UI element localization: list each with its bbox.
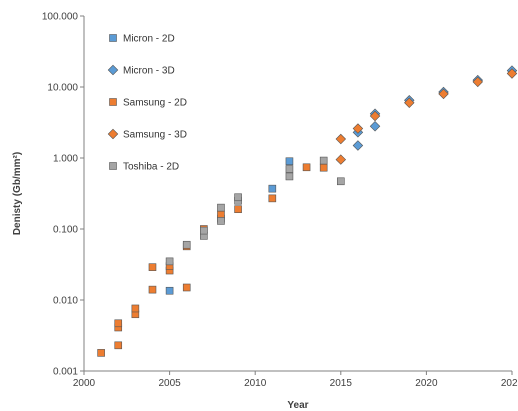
series-4 bbox=[165, 156, 345, 266]
data-point bbox=[302, 163, 311, 172]
data-point bbox=[506, 68, 518, 79]
chart-axes: 0.001 0.010 0.100 1.000 10.000 100.000 2000 200… bbox=[42, 12, 518, 390]
y-tick-label: 10.000 bbox=[47, 83, 78, 94]
data-point bbox=[352, 123, 364, 134]
data-point bbox=[200, 226, 208, 235]
y-tick-label: 1.000 bbox=[53, 154, 78, 165]
data-point bbox=[438, 88, 449, 100]
data-point bbox=[182, 240, 191, 249]
data-point bbox=[165, 286, 174, 295]
data-point bbox=[234, 193, 242, 202]
x-tick-label: 2015 bbox=[330, 378, 353, 389]
data-point bbox=[285, 172, 294, 181]
data-point bbox=[369, 110, 381, 122]
data-point bbox=[268, 194, 277, 203]
series-1 bbox=[352, 65, 518, 151]
data-point bbox=[234, 205, 242, 214]
data-point bbox=[217, 203, 225, 212]
data-point bbox=[217, 217, 225, 225]
legend-marker bbox=[109, 162, 117, 170]
data-point bbox=[182, 283, 191, 292]
y-tick-label: 0.100 bbox=[53, 225, 78, 236]
data-point bbox=[131, 304, 140, 313]
y-tick-label: 0.010 bbox=[53, 296, 78, 307]
data-point bbox=[404, 97, 415, 108]
y-axis-title: Denisty (Gb/mm²) bbox=[12, 152, 23, 235]
legend-marker bbox=[107, 64, 119, 76]
data-point bbox=[472, 76, 483, 88]
data-point bbox=[369, 121, 381, 132]
y-tick-label: 100.000 bbox=[42, 12, 79, 23]
data-point bbox=[335, 154, 347, 165]
series-2 bbox=[97, 163, 328, 357]
legend-marker bbox=[109, 34, 117, 42]
data-point bbox=[268, 184, 277, 193]
x-tick-label: 2000 bbox=[73, 378, 96, 389]
data-point bbox=[319, 156, 328, 165]
data-point bbox=[114, 319, 123, 328]
legend-label: Samsung - 2D bbox=[123, 98, 187, 109]
x-tick-label: 2025 bbox=[501, 378, 518, 389]
x-axis-title: Year bbox=[287, 400, 308, 411]
data-point bbox=[148, 263, 157, 271]
legend-marker bbox=[107, 128, 119, 140]
chart-legend: Micron - 2D Micron - 3D Samsung - 2D Samsun… bbox=[107, 34, 187, 173]
data-point bbox=[352, 140, 364, 151]
legend-label: Toshiba - 2D bbox=[123, 162, 179, 173]
x-tick-label: 2005 bbox=[158, 378, 181, 389]
data-point bbox=[319, 163, 328, 172]
legend-label: Samsung - 3D bbox=[123, 130, 187, 141]
data-point bbox=[285, 165, 294, 173]
legend-label: Micron - 3D bbox=[123, 66, 175, 77]
x-tick-label: 2010 bbox=[244, 378, 267, 389]
data-point bbox=[217, 210, 225, 219]
data-point bbox=[148, 285, 157, 294]
legend-label: Micron - 2D bbox=[123, 34, 175, 45]
data-point bbox=[97, 349, 105, 357]
data-point bbox=[114, 341, 123, 350]
data-point bbox=[335, 133, 347, 145]
data-point bbox=[285, 157, 294, 166]
y-tick-label: 0.001 bbox=[53, 367, 78, 378]
legend-marker bbox=[109, 98, 117, 106]
x-tick-label: 2020 bbox=[415, 378, 438, 389]
series-0 bbox=[165, 157, 294, 295]
chart-marks bbox=[97, 65, 518, 357]
data-point bbox=[336, 177, 345, 186]
series-3 bbox=[335, 68, 518, 165]
data-point bbox=[165, 257, 174, 266]
